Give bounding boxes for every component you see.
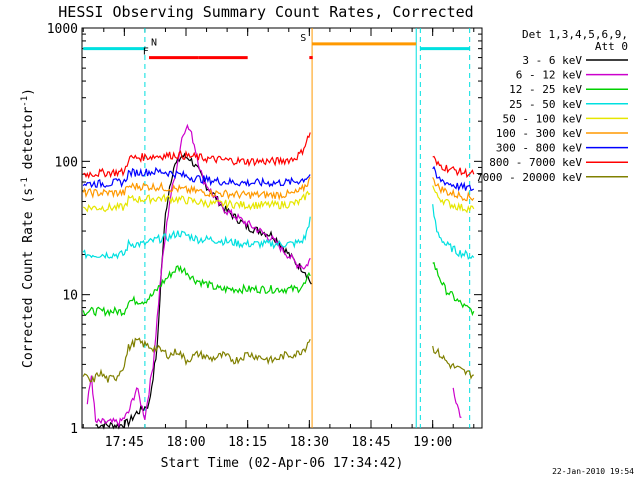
y-tick-label: 1000 [47,22,78,37]
series-line [82,132,475,180]
date-stamp: 22-Jan-2010 19:54 [552,467,634,476]
x-tick-label: 18:30 [290,435,329,450]
legend-entry-label: 50 - 100 keV [503,112,583,125]
x-tick-label: 18:15 [228,435,267,450]
x-axis-label: Start Time (02-Apr-06 17:34:42) [161,456,404,471]
flag-label: S [300,33,306,44]
legend-header-line-1: Det 1,3,4,5,6,9, [522,28,628,41]
series-line [82,262,475,317]
legend-header-line-2: Att 0 [595,40,628,53]
series-line [82,204,475,260]
flag-label: N [151,38,157,49]
legend-entry-label: 3 - 6 keV [522,54,582,67]
legend-entry-label: 6 - 12 keV [516,69,583,82]
series-line [82,185,475,214]
x-tick-label: 17:45 [105,435,144,450]
x-tick-label: 18:45 [351,435,390,450]
legend-entry-label: 300 - 800 keV [496,142,582,155]
y-tick-label: 10 [62,289,78,304]
plot-frame [81,27,483,429]
series-line [86,123,462,428]
legend: Det 1,3,4,5,6,9, Att 0 3 - 6 keV 6 - 12 k… [476,28,628,184]
series-line [82,165,475,192]
y-tick-label: 100 [55,155,78,170]
legend-entry-label: 800 - 7000 keV [489,156,582,169]
flag-label: F [143,47,149,58]
plot-area: 1 10 100 1000 17:45 18:00 18:15 18:30 18:45 19:00… [47,22,483,450]
y-tick-label: 1 [70,422,78,437]
chart-title: HESSI Observing Summary Count Rates, Cor… [58,3,473,21]
series-line [82,176,475,202]
legend-entry-label: 25 - 50 keV [509,98,582,111]
y-axis-label: Corrected Count Rate (s-1 detector-1) [20,88,36,368]
legend-entry-label: 12 - 25 keV [509,83,582,96]
x-tick-label: 18:00 [166,435,205,450]
x-tick-label: 19:00 [413,435,452,450]
series-line [82,337,475,383]
legend-entry-label: 7000 - 20000 keV [476,171,582,184]
legend-entry-label: 100 - 300 keV [496,127,582,140]
